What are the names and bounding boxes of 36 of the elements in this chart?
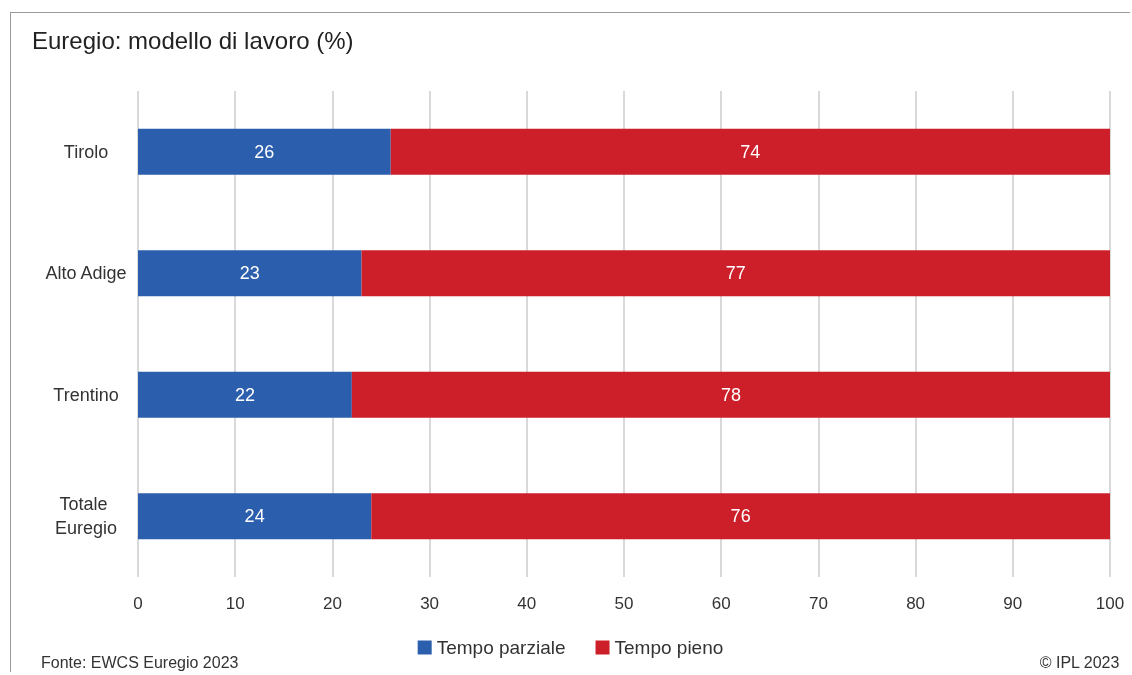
x-tick-label: 30 [420, 594, 440, 613]
y-tick-label: Alto Adige [45, 263, 127, 284]
legend-label: Tempo parziale [436, 637, 566, 658]
bar [138, 371, 352, 418]
bar [361, 250, 1110, 297]
data-label: 22 [234, 384, 255, 405]
y-tick-label: Totale Euregio [54, 494, 118, 539]
data-label: 23 [239, 263, 260, 284]
bar [138, 493, 372, 540]
x-tick-label: 0 [133, 594, 143, 613]
y-tick-label: Tirolo [63, 141, 109, 162]
x-tick-label: 90 [1003, 594, 1023, 613]
y-tick-label: Trentino [53, 384, 119, 405]
data-label: 77 [725, 263, 746, 284]
x-tick-label: 10 [225, 594, 245, 613]
x-tick-label: 100 [1095, 594, 1125, 613]
chart-title: Euregio: modello di lavoro (%) [32, 26, 354, 54]
x-tick-label: 50 [614, 594, 634, 613]
x-tick-label: 60 [711, 594, 731, 613]
x-tick-label: 80 [906, 594, 926, 613]
bar [138, 250, 362, 297]
text: © IPL 2023 [1039, 653, 1120, 671]
bar [390, 128, 1110, 175]
bar [371, 493, 1110, 540]
data-label: 76 [730, 506, 751, 527]
x-tick-label: 20 [322, 594, 342, 613]
source-note: Fonte: EWCS Euregio 2023 [41, 653, 239, 671]
data-label: 24 [244, 506, 265, 527]
data-label: 78 [720, 384, 741, 405]
bar [138, 128, 391, 175]
data-label: 26 [254, 141, 275, 162]
legend-label: Tempo pieno [614, 637, 724, 658]
bar [351, 371, 1110, 418]
x-tick-label: 70 [808, 594, 828, 613]
x-tick-label: 40 [517, 594, 537, 613]
data-label: 74 [740, 141, 761, 162]
